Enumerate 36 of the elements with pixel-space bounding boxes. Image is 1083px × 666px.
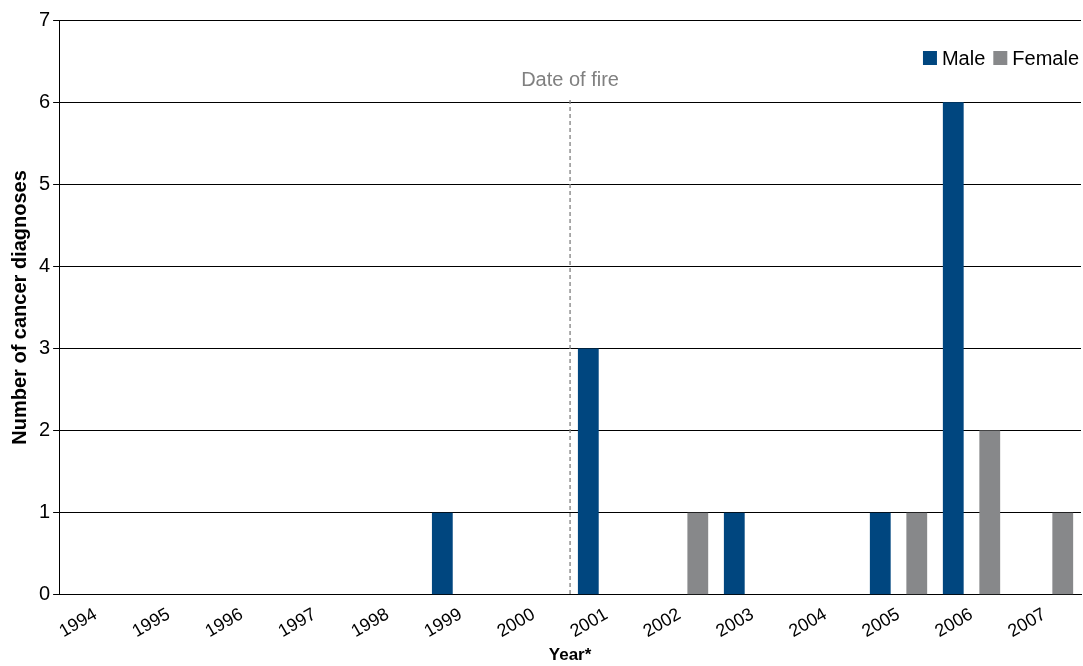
y-tick-label: 1 [39,500,51,523]
y-tick-label: 0 [39,582,51,605]
x-tick-label: 1999 [420,603,466,641]
bar [1052,512,1074,595]
bar [942,102,964,595]
bar [723,512,745,595]
x-tick-label: 1995 [128,603,174,641]
bar [577,348,599,595]
x-tick-label: 2007 [1004,603,1049,641]
bar [979,430,1001,595]
x-tick-label: 2001 [566,603,612,641]
x-tick-label: 2003 [712,603,758,641]
y-tick-label: 4 [39,253,51,276]
y-tick-label: 5 [39,171,51,194]
legend-label: Male [941,46,986,69]
bar [431,512,453,595]
ref-line-label: Date of fire [521,67,619,90]
x-tick-label: 1994 [55,603,101,641]
y-axis-title: Number of cancer diagnoses [7,170,30,445]
x-tick-label: 2002 [639,603,685,641]
x-tick-label: 2005 [858,603,904,641]
y-tick-label: 7 [39,7,51,30]
y-tick-label: 6 [39,89,51,112]
x-tick-label: 1996 [201,603,247,641]
bar [906,512,928,595]
x-tick-label: 1998 [347,603,393,641]
bar [687,512,709,595]
x-tick-label: 2006 [931,603,976,641]
x-axis-title: Year* [548,645,592,665]
x-tick-label: 1997 [274,603,320,641]
bar [869,512,891,595]
y-tick-label: 2 [39,418,51,441]
x-tick-label: 2000 [493,603,539,641]
legend-label: Female [1012,46,1080,69]
x-tick-label: 2004 [785,603,831,641]
y-tick-label: 3 [39,336,51,359]
